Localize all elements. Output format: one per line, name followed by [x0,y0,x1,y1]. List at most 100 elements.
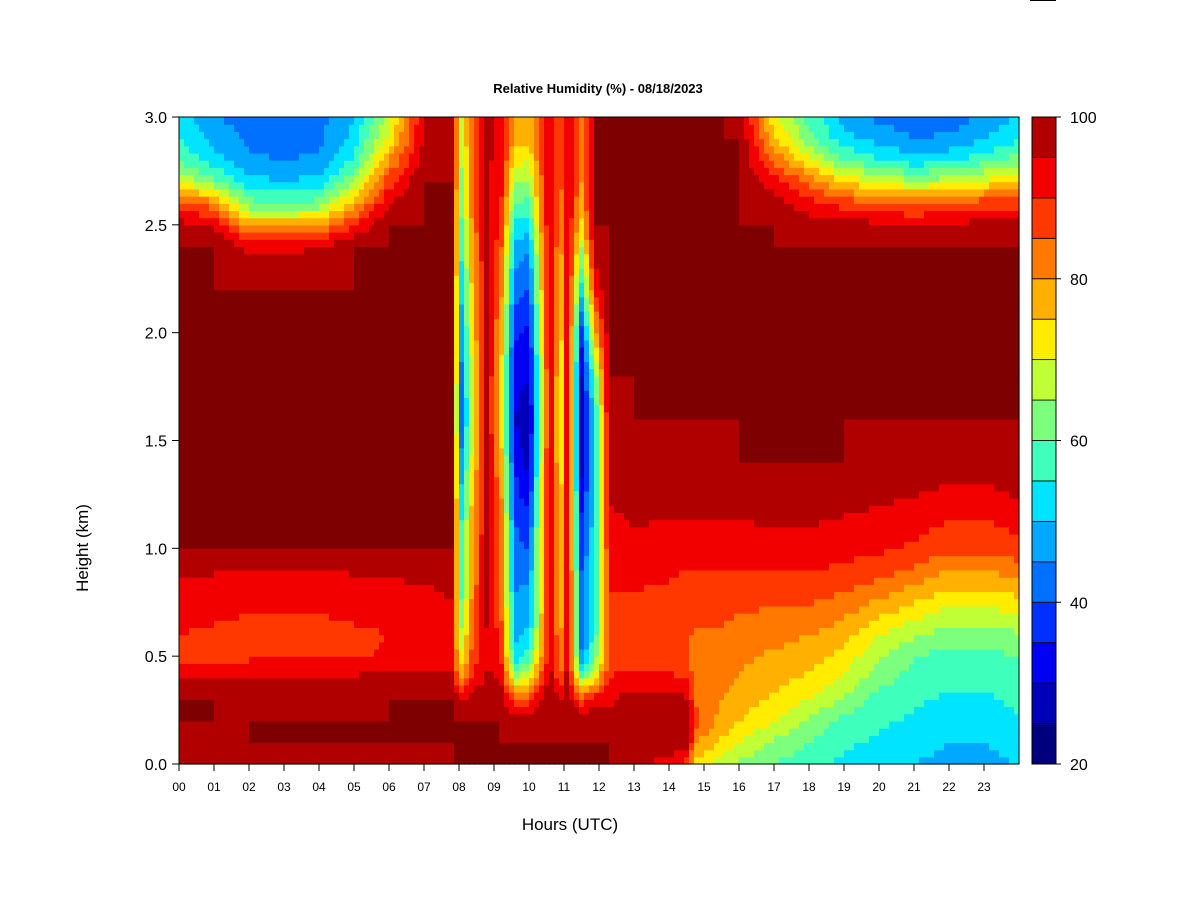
heatmap-cell [224,361,230,370]
heatmap-cell [429,454,435,463]
heatmap-cell [269,397,275,406]
heatmap-cell [399,692,405,700]
heatmap-cell [274,390,280,398]
heatmap-cell [294,519,300,528]
heatmap-cell [204,145,210,154]
heatmap-cell [259,526,265,535]
heatmap-cell [224,210,230,219]
heatmap-cell [454,591,460,600]
heatmap-cell [194,490,200,499]
heatmap-cell [179,656,185,664]
heatmap-cell [344,354,350,363]
heatmap-cell [274,210,280,219]
heatmap-cell [349,339,355,348]
heatmap-cell [269,253,275,262]
heatmap-cell [239,440,245,449]
heatmap-cell [199,339,205,348]
heatmap-cell [189,239,195,247]
heatmap-cell [334,311,340,319]
heatmap-cell [349,756,355,765]
heatmap-cell [179,404,185,413]
heatmap-cell [379,526,385,535]
heatmap-cell [334,598,340,607]
heatmap-cell [304,426,310,434]
heatmap-cell [234,124,240,132]
heatmap-cell [194,267,200,276]
heatmap-cell [229,117,235,125]
heatmap-cell [239,483,245,492]
heatmap-cell [344,648,350,657]
heatmap-cell [244,562,250,571]
heatmap-cell [384,720,390,729]
heatmap-cell [304,196,310,204]
heatmap-cell [269,160,275,168]
heatmap-cell [384,605,390,614]
heatmap-cell [454,613,460,621]
heatmap-cell [239,347,245,355]
heatmap-cell [299,303,305,312]
heatmap-cell [394,591,400,600]
heatmap-cell [319,382,325,391]
heatmap-cell [444,339,450,348]
heatmap-cell [419,397,425,406]
heatmap-cell [259,282,265,291]
heatmap-cell [239,303,245,312]
heatmap-cell [389,196,395,204]
heatmap-cell [229,203,235,212]
heatmap-cell [374,512,380,521]
heatmap-cell [439,426,445,434]
heatmap-cell [189,138,195,147]
heatmap-cell [329,138,335,147]
heatmap-cell [284,620,290,629]
heatmap-cell [374,138,380,147]
heatmap-cell [369,627,375,636]
heatmap-cell [339,555,345,564]
heatmap-cell [269,390,275,398]
heatmap-cell [214,490,220,499]
heatmap-cell [219,318,225,327]
heatmap-cell [439,296,445,305]
heatmap-cell [279,613,285,621]
heatmap-cell [384,684,390,693]
heatmap-cell [449,519,455,528]
heatmap-cell [364,706,370,715]
heatmap-cell [334,303,340,312]
heatmap-cell [219,692,225,700]
heatmap-cell [189,735,195,744]
heatmap-cell [414,728,420,736]
heatmap-cell [304,325,310,334]
heatmap-cell [344,620,350,629]
heatmap-cell [229,613,235,621]
heatmap-cell [364,325,370,334]
heatmap-cell [254,303,260,312]
heatmap-cell [229,167,235,176]
heatmap-cell [279,641,285,650]
heatmap-cell [359,699,365,708]
heatmap-cell [229,605,235,614]
heatmap-cell [244,232,250,240]
heatmap-cell [354,174,360,183]
heatmap-cell [299,569,305,578]
heatmap-cell [214,361,220,370]
heatmap-cell [294,382,300,391]
heatmap-cell [329,519,335,528]
heatmap-cell [384,138,390,147]
heatmap-cell [234,627,240,636]
heatmap-cell [264,627,270,636]
heatmap-cell [269,275,275,283]
heatmap-cell [304,656,310,664]
heatmap-cell [354,152,360,161]
heatmap-cell [319,411,325,420]
heatmap-cell [224,404,230,413]
heatmap-cell [349,728,355,736]
heatmap-cell [299,440,305,449]
heatmap-cell [229,476,235,485]
heatmap-cell [324,217,330,226]
heatmap-cell [314,541,320,549]
heatmap-cell [344,318,350,327]
heatmap-cell [324,699,330,708]
heatmap-cell [409,447,415,456]
heatmap-cell [254,246,260,255]
heatmap-cell [204,677,210,686]
heatmap-cell [384,713,390,722]
